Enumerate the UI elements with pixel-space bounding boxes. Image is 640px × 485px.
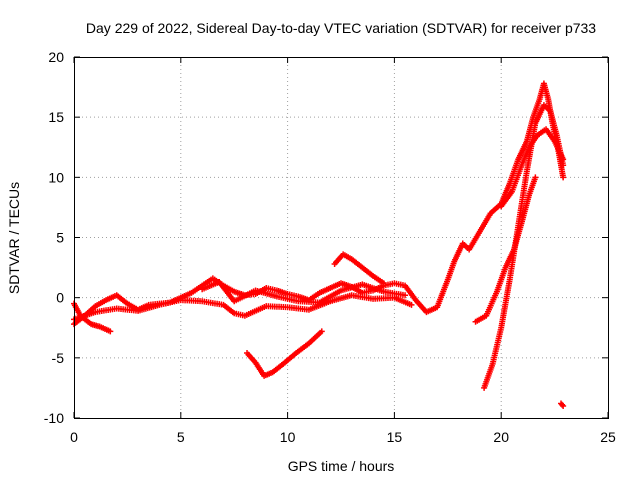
x-axis-label: GPS time / hours — [288, 458, 395, 474]
x-tick-label: 15 — [387, 429, 403, 445]
y-axis-label: SDTVAR / TECUs — [6, 182, 22, 294]
series-track-d — [199, 279, 409, 306]
x-tick-label: 20 — [493, 429, 509, 445]
data-point — [560, 156, 567, 163]
data-point — [532, 174, 539, 181]
x-tick-label: 10 — [280, 429, 296, 445]
y-tick-label: -5 — [52, 350, 65, 366]
series-track-c — [71, 292, 415, 323]
data-point — [559, 401, 566, 408]
grid-layer — [74, 57, 608, 418]
y-tick-label: 10 — [48, 169, 64, 185]
data-point — [380, 280, 387, 287]
y-tick-label: -10 — [44, 410, 64, 426]
x-tick-label: 25 — [600, 429, 616, 445]
x-tick-label: 0 — [70, 429, 78, 445]
data-point — [107, 328, 114, 335]
y-tick-label: 15 — [48, 109, 64, 125]
data-layer — [71, 80, 567, 409]
tick-layer: 0 5 10 15 20 25 -10 -5 0 5 10 15 20 — [44, 49, 616, 445]
series-track-f — [244, 328, 325, 379]
data-point — [408, 301, 415, 308]
y-tick-label: 0 — [56, 290, 64, 306]
data-point — [560, 162, 567, 169]
plot-frame — [74, 57, 609, 419]
data-point — [560, 174, 567, 181]
series-track-h — [481, 102, 567, 391]
series-outlier — [558, 400, 567, 409]
series-track-i — [498, 126, 567, 210]
chart-title: Day 229 of 2022, Sidereal Day-to-day VTE… — [86, 20, 596, 36]
y-tick-label: 20 — [48, 49, 64, 65]
data-point — [560, 402, 567, 409]
y-tick-label: 5 — [56, 230, 64, 246]
x-tick-label: 5 — [177, 429, 185, 445]
data-point — [402, 292, 409, 299]
series-track-e — [331, 251, 387, 287]
data-point — [318, 328, 325, 335]
